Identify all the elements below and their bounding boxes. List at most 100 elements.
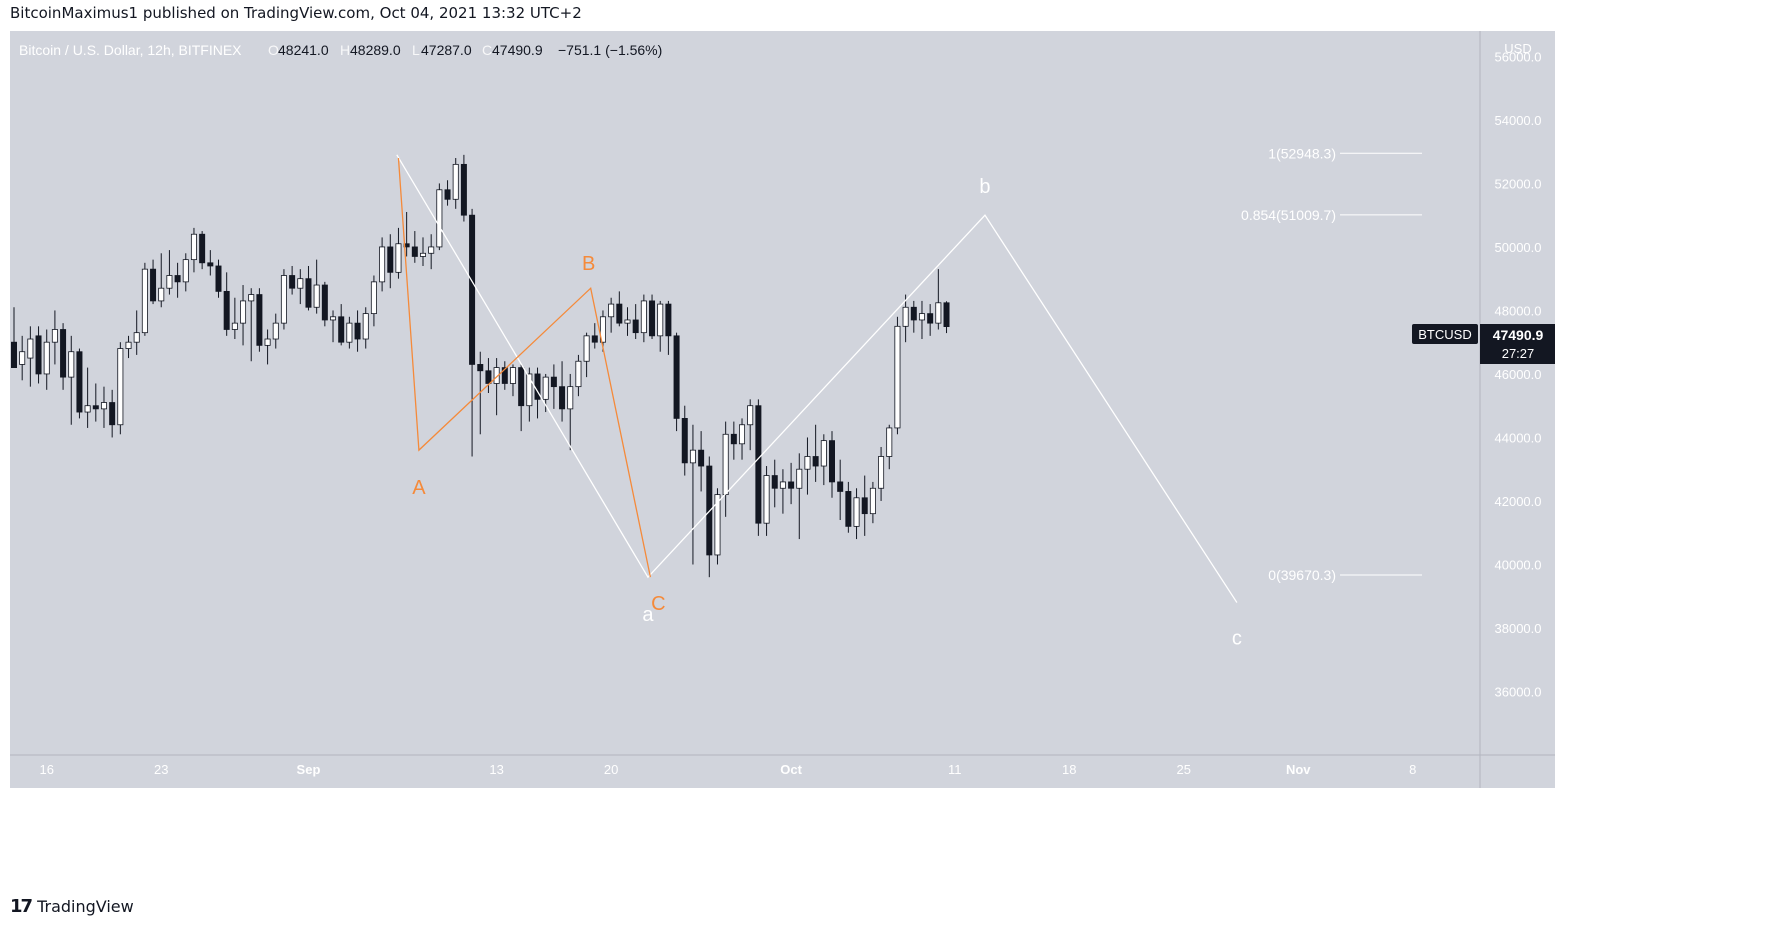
candle-body — [10, 341, 17, 368]
candle — [354, 310, 361, 352]
chart-frame[interactable]: a b c A B C 1(52948.3) 0.854(51009.7) 0(39670.3… — [10, 31, 1755, 788]
candle — [60, 323, 67, 390]
candle-body — [289, 275, 296, 289]
candle-body — [632, 319, 639, 334]
candle-body — [796, 468, 803, 489]
candle-body — [739, 424, 746, 445]
candle — [869, 481, 876, 524]
candle-body — [509, 367, 516, 384]
candle-body — [419, 252, 426, 257]
candle-body — [894, 325, 901, 429]
candle — [698, 431, 705, 492]
wave-secondary-label-b: B — [582, 253, 595, 275]
time-tick-label: 20 — [604, 762, 618, 777]
candle-body — [624, 319, 631, 324]
axis-corner — [1480, 755, 1555, 788]
candle-body — [689, 449, 696, 464]
price-tick-label: 40000.0 — [1495, 557, 1542, 572]
candle-body — [698, 449, 705, 467]
candle — [150, 259, 157, 305]
candle-body — [845, 491, 852, 527]
legend-change: −751.1 (−1.56%) — [558, 42, 662, 58]
candle-body — [673, 335, 680, 419]
candle — [518, 364, 525, 432]
candle — [714, 488, 721, 565]
price-tick-label: 42000.0 — [1495, 494, 1542, 509]
candle-body — [321, 284, 328, 321]
candle — [640, 294, 647, 343]
candle — [395, 227, 402, 279]
candle — [673, 332, 680, 432]
wave-secondary-line — [397, 157, 652, 578]
candle — [935, 269, 942, 330]
legend-symbol: Bitcoin / U.S. Dollar, 12h, BITFINEX — [19, 42, 242, 58]
candle-body — [330, 316, 337, 321]
plot-area[interactable] — [10, 31, 1480, 755]
candle — [649, 294, 656, 340]
candle-body — [256, 294, 263, 346]
legend-low-value: 47287.0 — [421, 42, 472, 58]
candle-body — [649, 300, 656, 337]
legend-close-label: C — [482, 42, 492, 58]
candle-body — [190, 233, 197, 261]
candle — [84, 367, 91, 428]
candle-body — [68, 351, 75, 378]
candle — [190, 227, 197, 273]
price-tick-label: 46000.0 — [1495, 367, 1542, 382]
candlestick-chart[interactable]: a b c A B C 1(52948.3) 0.854(51009.7) 0(39670.3… — [10, 31, 1755, 788]
candle-body — [182, 259, 189, 283]
candle — [796, 453, 803, 540]
wave-secondary-label-c: C — [651, 593, 665, 615]
candle — [338, 304, 345, 346]
time-tick-label: Sep — [297, 762, 321, 777]
wave-primary-line — [396, 154, 1238, 603]
currency-label: USD — [1504, 41, 1531, 56]
candle-body — [591, 335, 598, 343]
candle-body — [174, 275, 181, 283]
candle — [76, 348, 83, 419]
price-tag-countdown: 27:27 — [1502, 346, 1535, 361]
candle — [313, 259, 320, 314]
candle — [231, 297, 238, 340]
candle — [10, 307, 17, 368]
candle — [419, 237, 426, 266]
candle-body — [722, 433, 729, 496]
candle-body — [542, 376, 549, 400]
candle-body — [166, 275, 173, 289]
legend-high-value: 48289.0 — [350, 42, 401, 58]
candle-body — [297, 278, 304, 289]
candle — [264, 329, 271, 365]
time-axis[interactable] — [10, 755, 1480, 788]
candle-body — [681, 418, 688, 464]
price-tag[interactable]: BTCUSD 47490.9 27:27 — [1412, 324, 1555, 364]
candle — [493, 358, 500, 416]
candle-body — [370, 281, 377, 315]
candle-body — [665, 303, 672, 337]
candles-layer — [10, 154, 950, 578]
candle — [485, 358, 492, 393]
candle — [117, 342, 124, 435]
candle-body — [640, 300, 647, 334]
candle-body — [428, 246, 435, 254]
candle — [845, 481, 852, 533]
time-tick-label: 13 — [489, 762, 503, 777]
candle-body — [763, 475, 770, 524]
legend-open-value: 48241.0 — [278, 42, 329, 58]
candle — [158, 253, 165, 308]
candle-body — [485, 370, 492, 384]
fib-levels-layer: 1(52948.3) 0.854(51009.7) 0(39670.3) — [1241, 145, 1422, 583]
time-tick-label: 25 — [1177, 762, 1191, 777]
candle-body — [869, 487, 876, 515]
price-axis[interactable] — [1480, 31, 1555, 755]
symbol-legend: Bitcoin / U.S. Dollar, 12h, BITFINEX O 4… — [19, 42, 662, 58]
price-tick-label: 44000.0 — [1495, 430, 1542, 445]
candle — [272, 313, 279, 349]
candle — [19, 335, 26, 381]
candle-body — [248, 294, 255, 302]
tradingview-brand[interactable]: 17 TradingView — [10, 896, 134, 917]
candle-body — [820, 440, 827, 467]
candle-body — [264, 338, 271, 346]
candle-body — [501, 367, 508, 384]
wave-primary-label-b: b — [979, 176, 990, 198]
candle-body — [657, 303, 664, 337]
